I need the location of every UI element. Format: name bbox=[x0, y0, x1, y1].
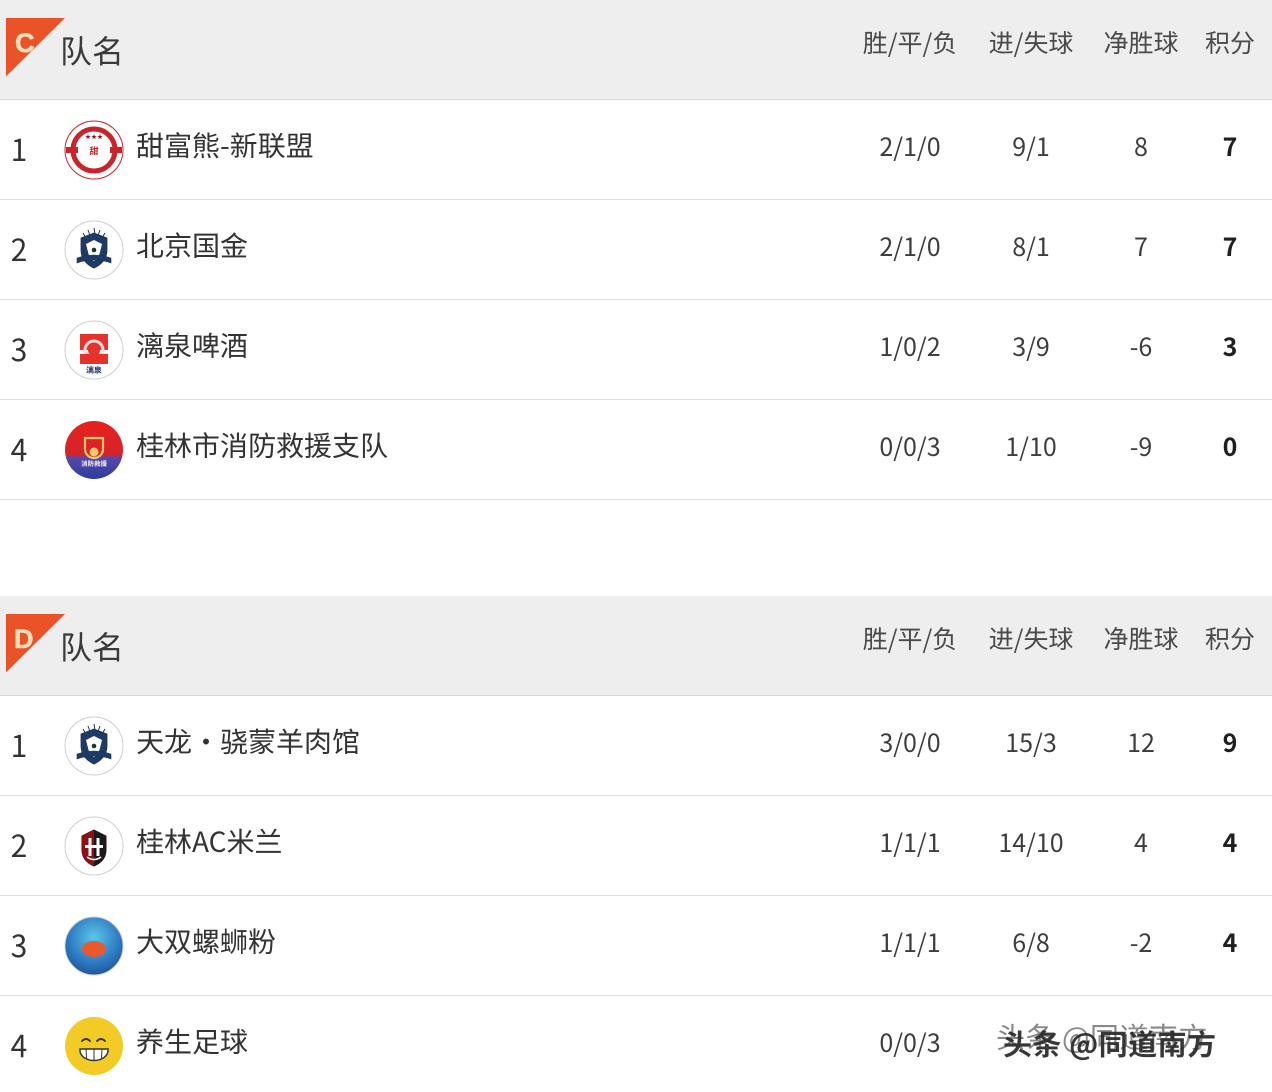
svg-text:★★★: ★★★ bbox=[85, 134, 103, 141]
svg-text:消防救援: 消防救援 bbox=[81, 458, 108, 468]
svg-text:甜: 甜 bbox=[89, 144, 98, 157]
svg-text:漓泉: 漓泉 bbox=[86, 365, 102, 376]
